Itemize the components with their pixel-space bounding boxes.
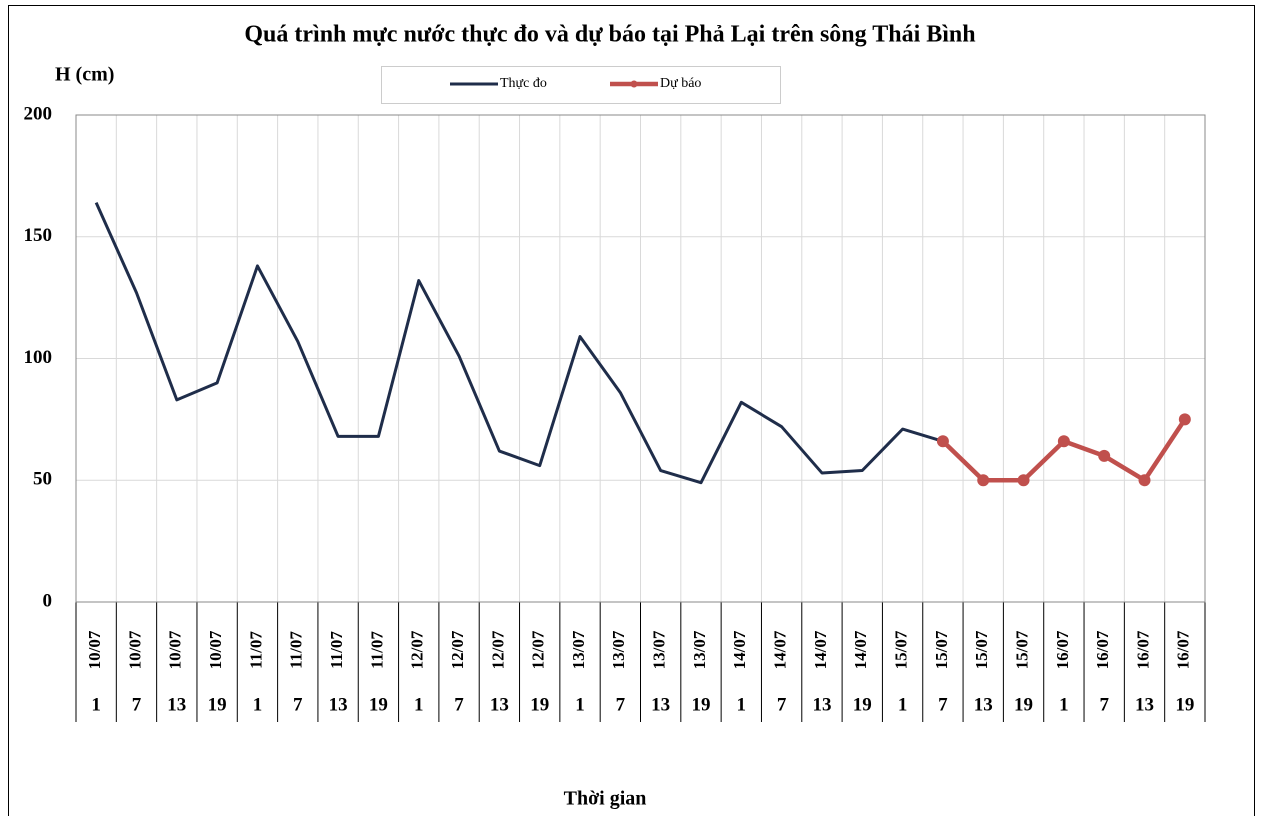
x-tick-label-hour: 1 (1059, 694, 1069, 715)
x-tick-label-date: 11/07 (367, 631, 386, 669)
y-tick-label: 0 (43, 590, 53, 611)
x-tick-label-date: 14/07 (811, 630, 830, 669)
x-tick-label-hour: 19 (1175, 694, 1194, 715)
point (1098, 449, 1111, 462)
x-tick-label-date: 16/07 (1093, 630, 1112, 669)
x-tick-label-hour: 13 (974, 694, 993, 715)
x-tick-label-date: 14/07 (730, 630, 749, 669)
x-tick-label-hour: 13 (651, 694, 670, 715)
x-tick-label-hour: 13 (1135, 694, 1154, 715)
x-tick-label-hour: 1 (414, 694, 424, 715)
x-tick-label-date: 16/07 (1133, 630, 1152, 669)
x-tick-label-date: 12/07 (488, 630, 507, 669)
y-tick-label: 50 (33, 469, 52, 490)
x-tick-label-date: 16/07 (1053, 630, 1072, 669)
x-tick-label-date: 13/07 (569, 630, 588, 669)
x-tick-label-hour: 1 (898, 694, 908, 715)
y-tick-label: 150 (24, 225, 53, 246)
x-tick-label-date: 13/07 (690, 630, 709, 669)
x-tick-label-hour: 7 (1099, 694, 1109, 715)
x-tick-label-hour: 1 (253, 694, 263, 715)
x-tick-label-hour: 13 (167, 694, 186, 715)
x-tick-label-date: 10/07 (166, 630, 185, 669)
x-tick-label-date: 13/07 (609, 630, 628, 669)
legend-label: Thực đo (500, 76, 547, 91)
x-tick-label-date: 10/07 (206, 630, 225, 669)
x-tick-label-date: 11/07 (327, 631, 346, 669)
x-tick-label-date: 12/07 (529, 630, 548, 669)
x-tick-label-hour: 19 (853, 694, 872, 715)
x-tick-label-hour: 19 (530, 694, 549, 715)
x-tick-label-date: 14/07 (851, 630, 870, 669)
point (977, 474, 990, 487)
chart-title: Quá trình mực nước thực đo và dự báo tại… (244, 22, 975, 48)
x-tick-label-hour: 7 (777, 694, 787, 715)
x-tick-label-date: 11/07 (287, 631, 306, 669)
x-tick-label-date: 12/07 (448, 630, 467, 669)
x-tick-label-hour: 19 (1014, 694, 1033, 715)
x-tick-label-date: 11/07 (246, 631, 265, 669)
x-tick-label-date: 14/07 (771, 630, 790, 669)
x-tick-label-hour: 7 (293, 694, 303, 715)
x-tick-label-hour: 13 (329, 694, 348, 715)
x-tick-label-hour: 7 (454, 694, 464, 715)
x-tick-label-hour: 19 (369, 694, 388, 715)
x-tick-label-hour: 7 (938, 694, 948, 715)
x-tick-label-hour: 1 (737, 694, 747, 715)
point (1178, 413, 1191, 426)
point (1057, 435, 1070, 448)
y-axis-label: H (cm) (55, 64, 114, 86)
series-line (94, 202, 944, 485)
x-tick-label-hour: 7 (132, 694, 142, 715)
x-tick-label-date: 10/07 (85, 630, 104, 669)
point (936, 435, 949, 448)
point (1138, 474, 1151, 487)
x-tick-label-hour: 19 (208, 694, 227, 715)
x-tick-label-date: 15/07 (972, 630, 991, 669)
frame (8, 5, 1255, 816)
x-tick-label-hour: 1 (575, 694, 585, 715)
x-tick-label-hour: 7 (616, 694, 626, 715)
x-tick-label-date: 15/07 (1012, 630, 1031, 669)
legend (381, 66, 781, 104)
x-axis-label: Thời gian (564, 788, 647, 810)
legend-label: Dự báo (660, 76, 701, 91)
x-tick-label-date: 10/07 (125, 630, 144, 669)
x-tick-label-date: 16/07 (1174, 630, 1193, 669)
legend-marker (630, 80, 638, 88)
x-tick-label-date: 12/07 (408, 630, 427, 669)
x-tick-label-date: 15/07 (891, 630, 910, 669)
x-tick-label-hour: 13 (812, 694, 831, 715)
y-tick-label: 200 (24, 103, 53, 124)
x-tick-label-hour: 19 (691, 694, 710, 715)
point (1017, 474, 1030, 487)
x-tick-label-hour: 13 (490, 694, 509, 715)
y-tick-label: 100 (24, 347, 53, 368)
x-tick-label-date: 15/07 (932, 630, 951, 669)
x-tick-label-date: 13/07 (650, 630, 669, 669)
x-tick-label-hour: 1 (91, 694, 101, 715)
